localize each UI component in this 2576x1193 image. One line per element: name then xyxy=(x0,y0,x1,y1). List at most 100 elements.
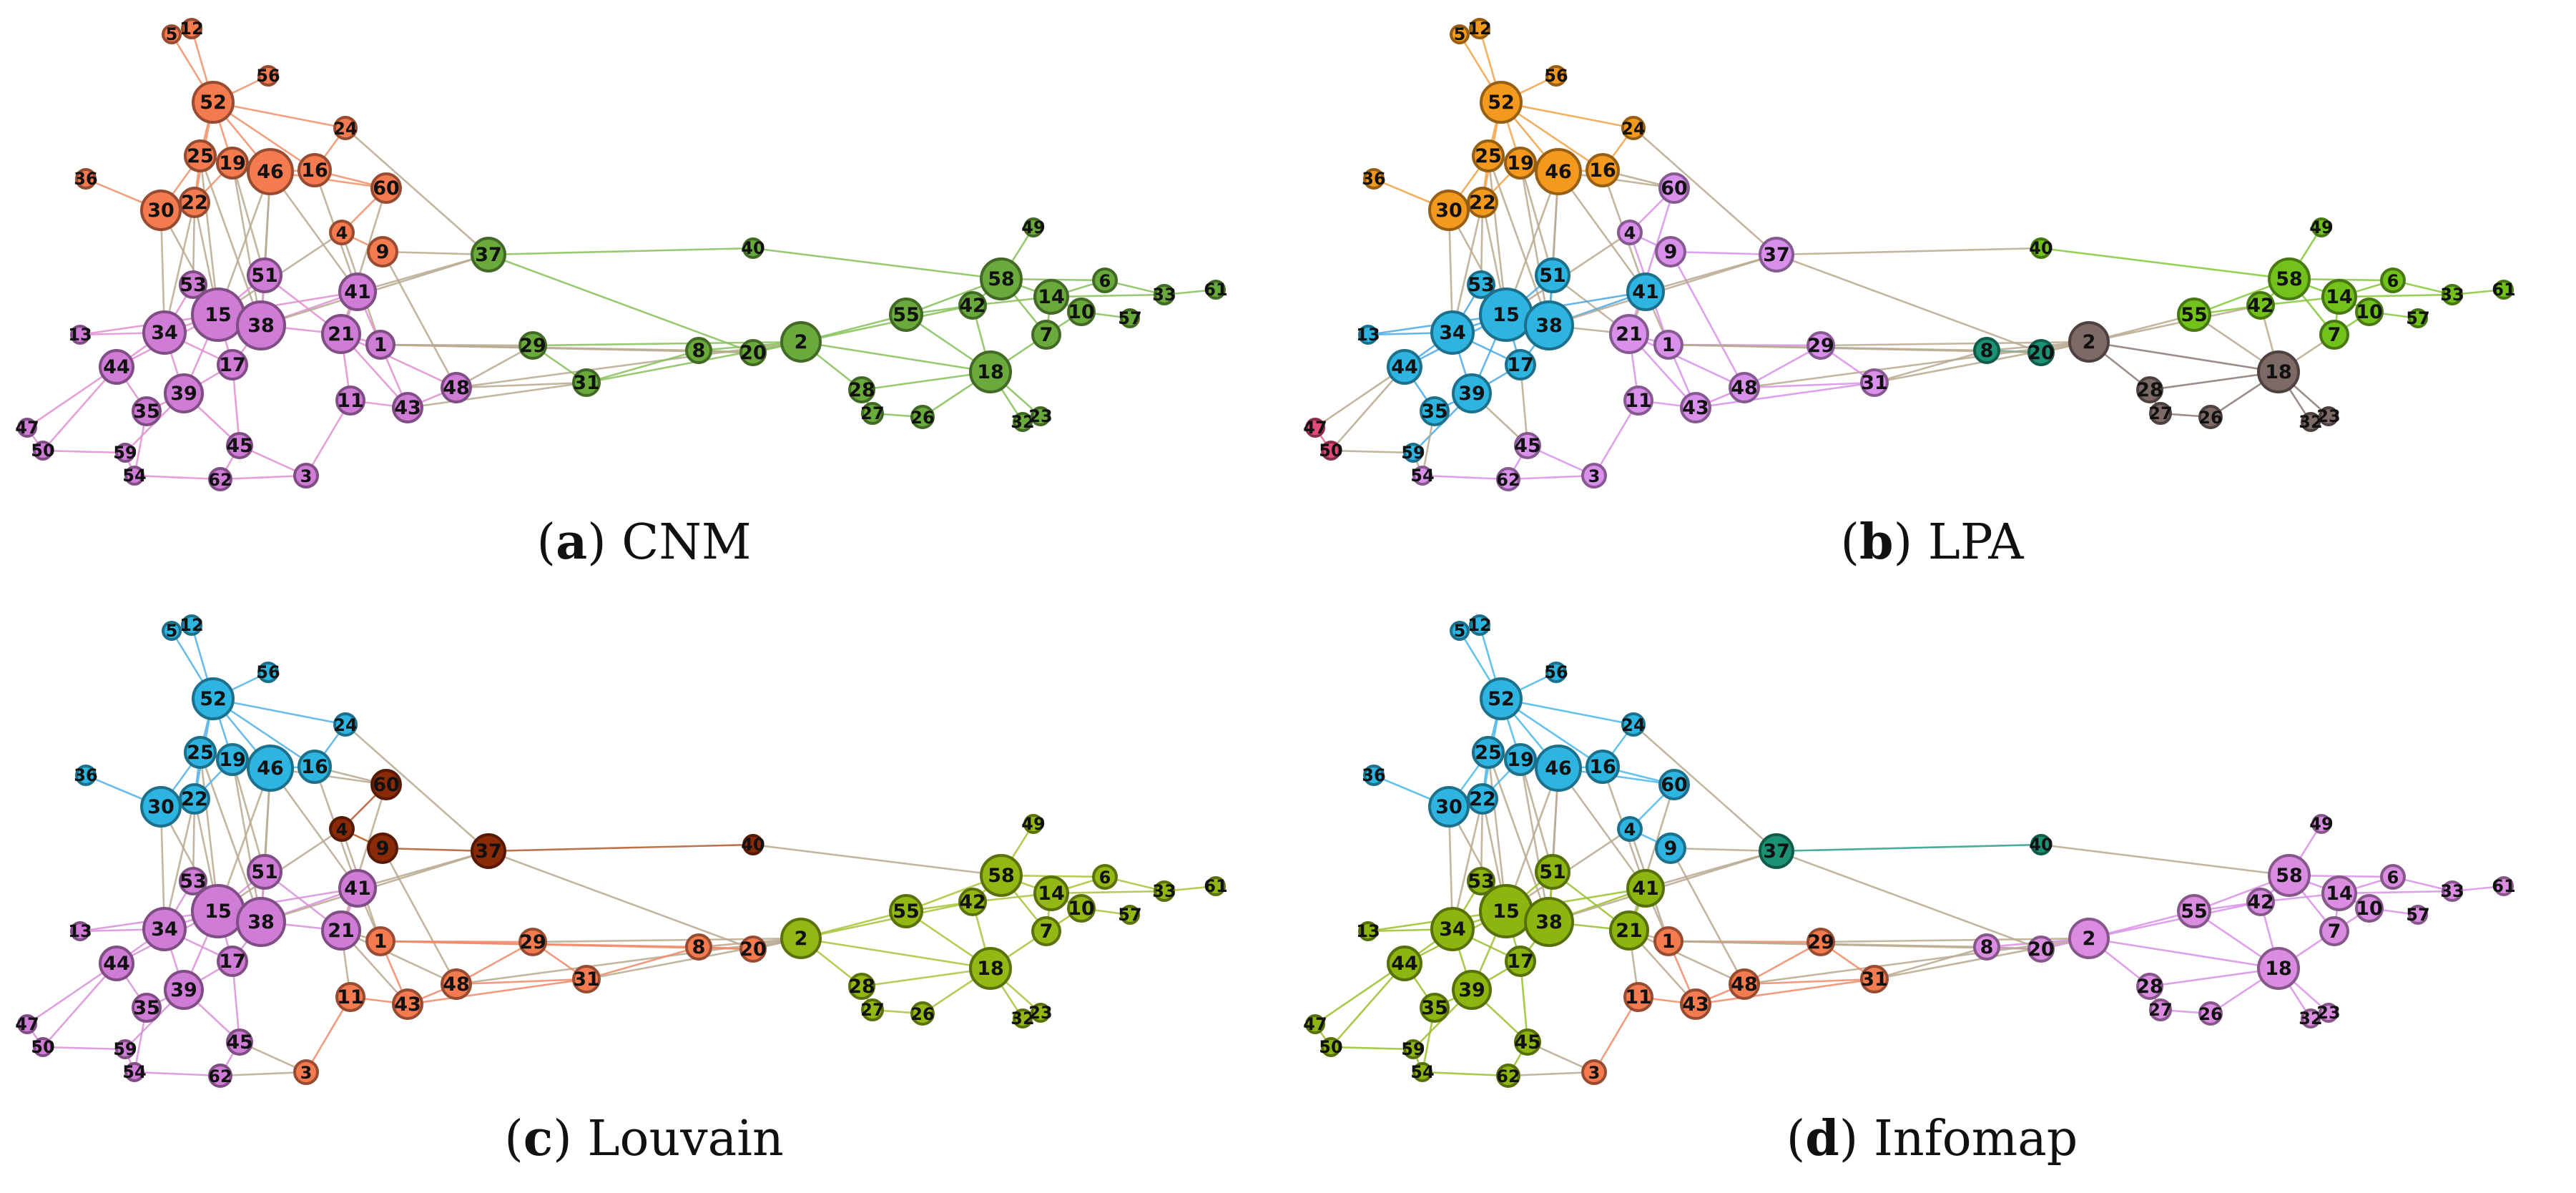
node-label-36: 36 xyxy=(74,169,97,189)
node-11 xyxy=(335,386,365,416)
edge-44-47 xyxy=(26,365,117,429)
edge-37-40 xyxy=(1776,247,2042,256)
node-35 xyxy=(132,993,162,1023)
node-7 xyxy=(2319,916,2349,946)
node-label-62: 62 xyxy=(208,1066,232,1086)
edge-46-41 xyxy=(269,171,359,293)
node-label-29: 29 xyxy=(1807,931,1834,953)
node-label-54: 54 xyxy=(122,466,146,486)
edge-44-47 xyxy=(1314,962,1405,1026)
node-18 xyxy=(969,350,1012,393)
node-label-42: 42 xyxy=(2247,295,2274,317)
node-21 xyxy=(321,910,361,951)
node-label-41: 41 xyxy=(344,281,371,303)
node-7 xyxy=(2319,320,2349,350)
node-21 xyxy=(1609,314,1649,354)
node-label-23: 23 xyxy=(1028,406,1052,426)
edge-37-20 xyxy=(488,253,754,354)
caption-d: (d) Infomap xyxy=(1786,1110,2078,1167)
node-label-25: 25 xyxy=(1475,145,1502,167)
node-12 xyxy=(181,18,202,39)
node-label-55: 55 xyxy=(2181,304,2208,326)
node-label-55: 55 xyxy=(893,304,920,326)
node-label-5: 5 xyxy=(166,621,178,641)
node-34 xyxy=(1430,907,1475,951)
node-54 xyxy=(1412,1062,1432,1082)
edge-44-50 xyxy=(42,366,117,451)
node-label-54: 54 xyxy=(1410,466,1434,486)
node-label-9: 9 xyxy=(1664,838,1678,860)
node-35 xyxy=(132,396,162,426)
node-label-38: 38 xyxy=(247,315,275,337)
edge-2-42 xyxy=(800,900,973,940)
node-label-62: 62 xyxy=(1496,1066,1520,1086)
node-label-22: 22 xyxy=(1469,192,1496,214)
node-label-9: 9 xyxy=(376,241,390,263)
edge-25-38 xyxy=(199,752,262,923)
node-49 xyxy=(2311,217,2331,237)
node-9 xyxy=(367,833,398,864)
node-label-61: 61 xyxy=(2492,876,2515,896)
edge-21-48 xyxy=(340,333,457,389)
node-label-22: 22 xyxy=(1469,788,1496,810)
node-4 xyxy=(1617,220,1643,245)
node-label-10: 10 xyxy=(2356,301,2383,323)
node-label-53: 53 xyxy=(180,274,207,296)
node-10 xyxy=(1067,298,1096,326)
node-label-28: 28 xyxy=(2136,976,2163,998)
node-label-56: 56 xyxy=(256,66,280,86)
node-label-22: 22 xyxy=(181,192,208,214)
edge-44-50 xyxy=(1330,963,1405,1048)
node-17 xyxy=(1505,946,1536,977)
node-label-48: 48 xyxy=(1731,973,1758,996)
node-38 xyxy=(1524,300,1574,350)
node-label-20: 20 xyxy=(739,938,767,961)
panel-a: 5 12 52 56 24 36 30 25 19 46 16 22 60 4 9 37 40 49 53 51 15 3… xyxy=(0,0,1288,596)
edge-62-3 xyxy=(1508,1071,1595,1077)
edge-41-37 xyxy=(357,850,489,890)
node-42 xyxy=(2246,291,2275,320)
node-54 xyxy=(1412,466,1432,486)
edge-9-48 xyxy=(381,848,458,985)
node-27 xyxy=(2149,402,2172,425)
node-label-37: 37 xyxy=(1763,840,1790,863)
edge-48-31 xyxy=(456,381,587,389)
node-label-47: 47 xyxy=(15,418,39,438)
node-31 xyxy=(572,368,601,397)
node-label-19: 19 xyxy=(1507,749,1534,771)
node-label-6: 6 xyxy=(2387,868,2399,888)
node-label-18: 18 xyxy=(977,361,1004,383)
node-47 xyxy=(17,1014,37,1034)
node-34 xyxy=(142,310,187,355)
node-58 xyxy=(980,257,1023,300)
node-label-31: 31 xyxy=(1861,372,1888,394)
node-43 xyxy=(1680,988,1711,1020)
node-52 xyxy=(1480,677,1523,720)
node-label-61: 61 xyxy=(1204,876,1227,896)
node-3 xyxy=(293,463,319,489)
node-61 xyxy=(2494,280,2514,300)
node-59 xyxy=(1403,443,1423,463)
node-35 xyxy=(1420,396,1450,426)
node-55 xyxy=(889,298,923,332)
node-label-9: 9 xyxy=(1664,241,1678,263)
node-label-28: 28 xyxy=(848,976,875,998)
edge-19-51 xyxy=(231,759,266,873)
node-label-7: 7 xyxy=(2328,324,2341,346)
node-label-30: 30 xyxy=(147,200,174,222)
node-label-34: 34 xyxy=(1439,322,1466,344)
node-label-44: 44 xyxy=(1391,953,1418,975)
node-49 xyxy=(1023,814,1043,834)
edge-18-28 xyxy=(861,370,991,391)
node-48 xyxy=(1729,372,1760,403)
node-label-47: 47 xyxy=(1303,418,1327,438)
node-47 xyxy=(1305,1014,1325,1034)
node-48 xyxy=(441,968,472,1000)
node-label-14: 14 xyxy=(2326,286,2353,308)
node-label-53: 53 xyxy=(1468,870,1495,893)
node-label-33: 33 xyxy=(2440,881,2464,901)
node-1 xyxy=(1653,330,1683,360)
edge-37-20 xyxy=(1776,253,2042,354)
node-62 xyxy=(1496,467,1520,491)
node-12 xyxy=(181,614,202,636)
